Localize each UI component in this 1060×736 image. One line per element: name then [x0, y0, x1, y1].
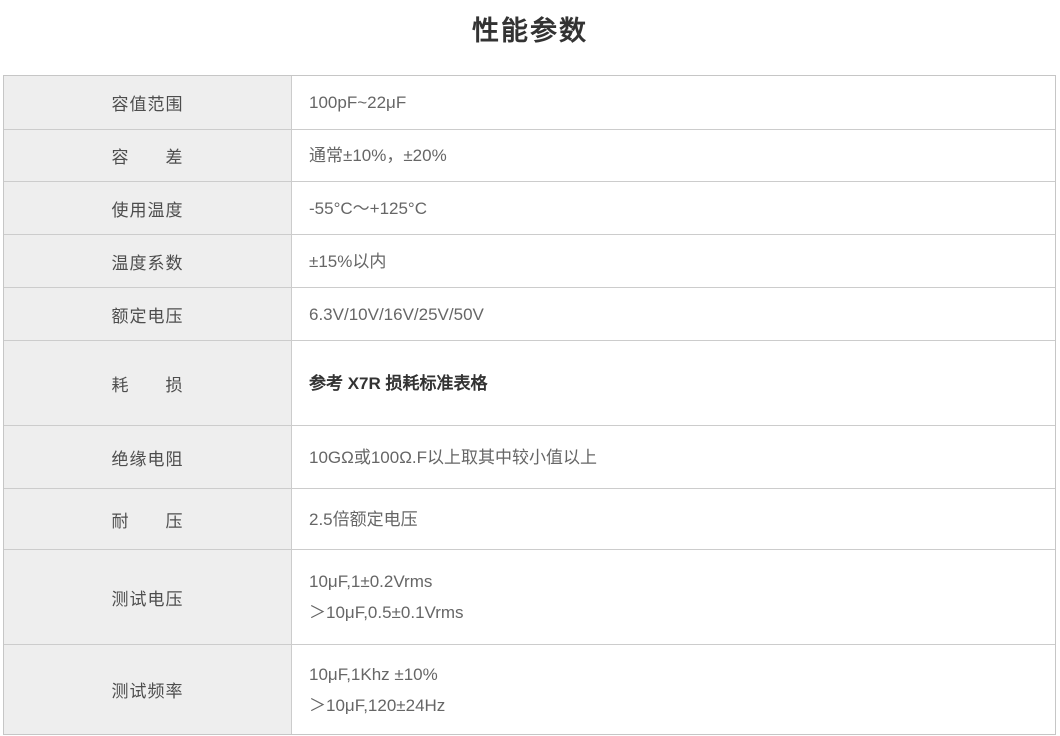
- row-value: 10GΩ或100Ω.F以上取其中较小值以上: [292, 426, 1055, 488]
- row-label: 容值范围: [4, 76, 292, 129]
- table-row-operating-temperature: 使用温度 -55°C～+125°C: [4, 181, 1055, 234]
- row-label: 使用温度: [4, 182, 292, 234]
- row-value: 参考 X7R 损耗标准表格: [292, 341, 1055, 425]
- row-value: 2.5倍额定电压: [292, 489, 1055, 549]
- row-label: 额定电压: [4, 288, 292, 340]
- value-line: ＞10μF,120±24Hz: [309, 695, 446, 715]
- row-label: 测试电压: [4, 550, 292, 644]
- value-line: 6.3V/10V/16V/25V/50V: [309, 304, 484, 324]
- row-value: 10μF,1Khz ±10% ＞10μF,120±24Hz: [292, 645, 1055, 734]
- value-line: ±15%以内: [309, 251, 387, 271]
- value-line: 10μF,1Khz ±10%: [309, 664, 438, 684]
- row-label: 容 差: [4, 130, 292, 181]
- table-row-insulation-resistance: 绝缘电阻 10GΩ或100Ω.F以上取其中较小值以上: [4, 425, 1055, 488]
- row-value: ±15%以内: [292, 235, 1055, 287]
- table-row-test-frequency: 测试频率 10μF,1Khz ±10% ＞10μF,120±24Hz: [4, 644, 1055, 734]
- value-line: 100pF~22μF: [309, 93, 407, 112]
- row-label: 测试频率: [4, 645, 292, 734]
- spec-table: 容值范围 100pF~22μF 容 差 通常±10%，±20% 使用温度 -55…: [3, 75, 1056, 735]
- page-title: 性能参数: [472, 16, 588, 46]
- row-label: 绝缘电阻: [4, 426, 292, 488]
- table-row-dissipation: 耗 损 参考 X7R 损耗标准表格: [4, 340, 1055, 425]
- table-row-temperature-coefficient: 温度系数 ±15%以内: [4, 234, 1055, 287]
- table-row-tolerance: 容 差 通常±10%，±20%: [4, 129, 1055, 181]
- row-value: 100pF~22μF: [292, 76, 1055, 129]
- table-row-rated-voltage: 额定电压 6.3V/10V/16V/25V/50V: [4, 287, 1055, 340]
- row-label: 温度系数: [4, 235, 292, 287]
- row-value: 10μF,1±0.2Vrms ＞10μF,0.5±0.1Vrms: [292, 550, 1055, 644]
- table-row-withstand-voltage: 耐 压 2.5倍额定电压: [4, 488, 1055, 549]
- value-line: 10GΩ或100Ω.F以上取其中较小值以上: [309, 447, 598, 467]
- value-line: 参考 X7R 损耗标准表格: [309, 373, 488, 393]
- row-label: 耗 损: [4, 341, 292, 425]
- value-line: 通常±10%，±20%: [309, 146, 447, 165]
- value-line: 2.5倍额定电压: [309, 509, 418, 529]
- table-row-capacitance-range: 容值范围 100pF~22μF: [4, 76, 1055, 129]
- row-value: 6.3V/10V/16V/25V/50V: [292, 288, 1055, 340]
- value-line: 10μF,1±0.2Vrms: [309, 572, 433, 591]
- value-line: ＞10μF,0.5±0.1Vrms: [309, 603, 464, 622]
- table-row-test-voltage: 测试电压 10μF,1±0.2Vrms ＞10μF,0.5±0.1Vrms: [4, 549, 1055, 644]
- value-line: -55°C～+125°C: [309, 198, 428, 218]
- row-label: 耐 压: [4, 489, 292, 549]
- row-value: -55°C～+125°C: [292, 182, 1055, 234]
- row-value: 通常±10%，±20%: [292, 130, 1055, 181]
